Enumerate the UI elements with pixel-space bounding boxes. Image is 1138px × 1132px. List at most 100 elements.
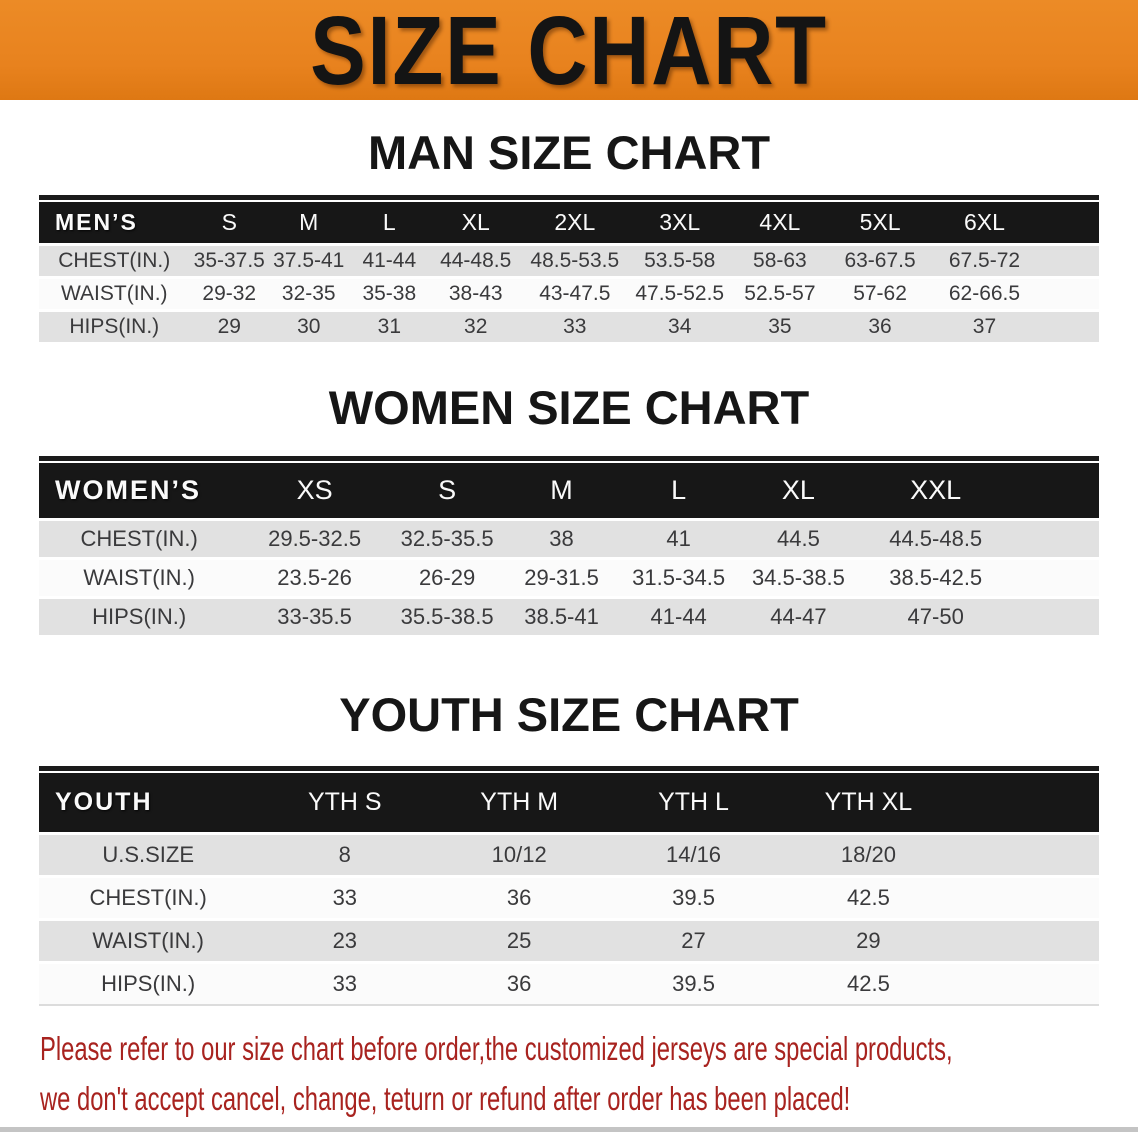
size-chart-banner: SIZE CHART <box>0 0 1138 100</box>
value-cell: 29-31.5 <box>504 560 619 599</box>
women-section-heading: WOMEN SIZE CHART <box>328 381 810 434</box>
women-chest-row: CHEST(IN.) 29.5-32.5 32.5-35.5 38 41 44.… <box>39 521 1099 560</box>
value-cell: 33 <box>521 312 629 345</box>
bottom-border-strip <box>0 1127 1138 1132</box>
women-size-table: WOMEN’S XS S M L XL XXL CHEST(IN.) 29.5-… <box>39 463 1099 638</box>
value-cell: 42.5 <box>780 878 956 921</box>
youth-ussize-row: U.S.SIZE 8 10/12 14/16 18/20 <box>39 835 1099 878</box>
value-cell: 48.5-53.5 <box>521 246 629 279</box>
value-cell: 41 <box>618 521 739 560</box>
value-cell: 31 <box>348 312 431 345</box>
value-cell: 39.5 <box>606 878 781 921</box>
value-cell: 14/16 <box>606 835 781 878</box>
row-label-cell: CHEST(IN.) <box>39 878 258 921</box>
spacer-cell <box>1037 312 1099 345</box>
value-cell: 29 <box>780 921 956 964</box>
women-size-header-cell: S <box>389 463 505 521</box>
value-cell: 32.5-35.5 <box>389 521 505 560</box>
value-cell: 52.5-57 <box>731 279 829 312</box>
value-cell: 35 <box>731 312 829 345</box>
men-hips-row: HIPS(IN.) 29 30 31 32 33 34 35 36 37 <box>39 312 1099 345</box>
value-cell: 34.5-38.5 <box>738 560 859 599</box>
value-cell: 26-29 <box>389 560 505 599</box>
men-size-section: MAN SIZE CHART MEN’S S M L XL 2XL 3XL 4X… <box>0 126 1138 345</box>
value-cell: 29.5-32.5 <box>239 521 390 560</box>
value-cell: 25 <box>432 921 607 964</box>
youth-waist-row: WAIST(IN.) 23 25 27 29 <box>39 921 1099 964</box>
men-size-table-wrap: MEN’S S M L XL 2XL 3XL 4XL 5XL 6XL CHEST… <box>39 195 1099 345</box>
men-corner-label: MEN’S <box>39 202 190 246</box>
value-cell: 42.5 <box>780 964 956 1006</box>
value-cell: 35.5-38.5 <box>389 599 505 638</box>
value-cell: 44.5-48.5 <box>858 521 1014 560</box>
row-label-cell: HIPS(IN.) <box>39 964 258 1006</box>
youth-size-table-wrap: YOUTH YTH S YTH M YTH L YTH XL U.S.SIZE … <box>39 766 1099 1006</box>
value-cell: 38.5-42.5 <box>858 560 1014 599</box>
value-cell: 38.5-41 <box>504 599 619 638</box>
women-size-header-cell: M <box>504 463 619 521</box>
row-label-cell: CHEST(IN.) <box>39 521 240 560</box>
value-cell: 62-66.5 <box>931 279 1038 312</box>
value-cell: 23 <box>257 921 433 964</box>
value-cell: 31.5-34.5 <box>618 560 739 599</box>
disclaimer: Please refer to our size chart before or… <box>40 1024 1138 1124</box>
value-cell: 44-47 <box>738 599 859 638</box>
youth-section-heading: YOUTH SIZE CHART <box>339 688 799 741</box>
value-cell: 67.5-72 <box>931 246 1038 279</box>
value-cell: 44.5 <box>738 521 859 560</box>
value-cell: 37.5-41 <box>269 246 349 279</box>
row-label-cell: CHEST(IN.) <box>39 246 190 279</box>
youth-table-header-row: YOUTH YTH S YTH M YTH L YTH XL <box>39 773 1099 835</box>
value-cell: 29 <box>189 312 270 345</box>
men-size-header-cell: L <box>348 202 431 246</box>
value-cell: 34 <box>628 312 732 345</box>
value-cell: 27 <box>606 921 781 964</box>
spacer-cell <box>955 921 1099 964</box>
spacer-cell <box>955 878 1099 921</box>
spacer-cell <box>1013 463 1099 521</box>
row-label-cell: WAIST(IN.) <box>39 560 240 599</box>
value-cell: 41-44 <box>348 246 431 279</box>
value-cell: 10/12 <box>432 835 607 878</box>
women-size-header-cell: XS <box>239 463 390 521</box>
row-label-cell: U.S.SIZE <box>39 835 258 878</box>
men-size-header-cell: 3XL <box>628 202 732 246</box>
value-cell: 36 <box>828 312 932 345</box>
youth-size-section: YOUTH SIZE CHART YOUTH YTH S YTH M YTH L… <box>0 688 1138 1006</box>
value-cell: 32-35 <box>269 279 349 312</box>
men-size-header-cell: 2XL <box>521 202 629 246</box>
value-cell: 32 <box>430 312 522 345</box>
youth-hips-row: HIPS(IN.) 33 36 39.5 42.5 <box>39 964 1099 1006</box>
value-cell: 41-44 <box>618 599 739 638</box>
value-cell: 8 <box>257 835 433 878</box>
youth-size-header-cell: YTH XL <box>780 773 956 835</box>
value-cell: 18/20 <box>780 835 956 878</box>
disclaimer-line-2: we don't accept cancel, change, teturn o… <box>40 1080 851 1117</box>
men-section-heading: MAN SIZE CHART <box>367 126 771 179</box>
disclaimer-line-1: Please refer to our size chart before or… <box>40 1030 953 1067</box>
men-size-header-cell: 4XL <box>731 202 829 246</box>
spacer-cell <box>1013 599 1099 638</box>
value-cell: 58-63 <box>731 246 829 279</box>
banner-title: SIZE CHART <box>310 0 828 105</box>
men-waist-row: WAIST(IN.) 29-32 32-35 35-38 38-43 43-47… <box>39 279 1099 312</box>
value-cell: 33 <box>257 964 433 1006</box>
men-size-header-cell: M <box>269 202 349 246</box>
value-cell: 43-47.5 <box>521 279 629 312</box>
men-size-header-cell: 5XL <box>828 202 932 246</box>
value-cell: 33 <box>257 878 433 921</box>
value-cell: 33-35.5 <box>239 599 390 638</box>
row-label-cell: HIPS(IN.) <box>39 599 240 638</box>
spacer-cell <box>1037 246 1099 279</box>
value-cell: 47-50 <box>858 599 1014 638</box>
value-cell: 47.5-52.5 <box>628 279 732 312</box>
youth-size-header-cell: YTH M <box>432 773 607 835</box>
spacer-cell <box>1037 202 1099 246</box>
value-cell: 36 <box>432 878 607 921</box>
women-size-header-cell: XL <box>738 463 859 521</box>
women-table-header-row: WOMEN’S XS S M L XL XXL <box>39 463 1099 521</box>
men-size-header-cell: 6XL <box>931 202 1038 246</box>
value-cell: 35-37.5 <box>189 246 270 279</box>
women-hips-row: HIPS(IN.) 33-35.5 35.5-38.5 38.5-41 41-4… <box>39 599 1099 638</box>
women-waist-row: WAIST(IN.) 23.5-26 26-29 29-31.5 31.5-34… <box>39 560 1099 599</box>
